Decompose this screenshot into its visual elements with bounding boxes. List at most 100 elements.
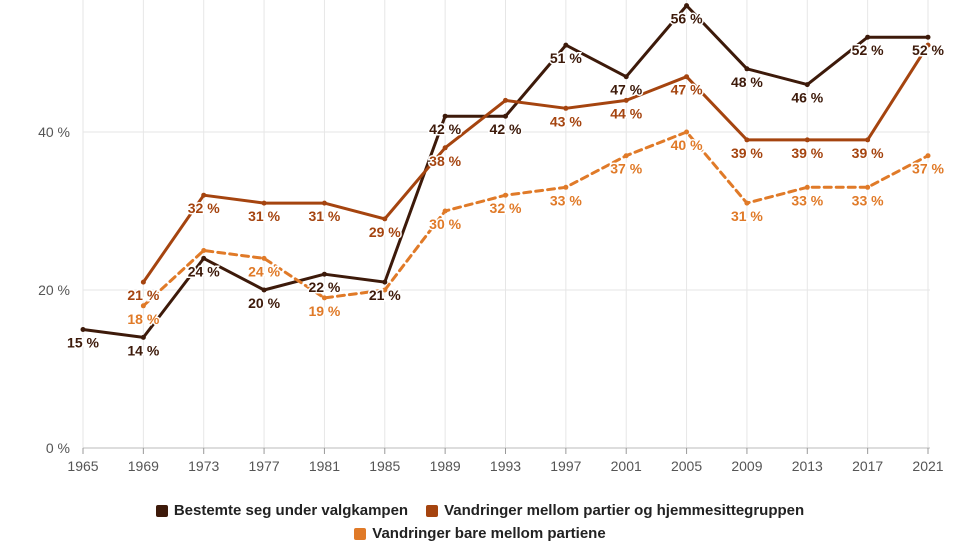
data-point-series-1 <box>503 113 508 119</box>
data-point-series-1 <box>563 42 569 48</box>
legend-swatch-series-3 <box>354 527 367 540</box>
x-tick-label: 1981 <box>309 458 340 474</box>
legend-swatch-series-2 <box>426 504 439 517</box>
data-point-series-2 <box>442 145 448 151</box>
data-label-series-1: 52 % <box>852 42 884 58</box>
x-tick-label: 1989 <box>430 458 461 474</box>
x-tick-label: 1997 <box>550 458 581 474</box>
data-label-series-3: 31 % <box>731 208 763 224</box>
data-point-series-2 <box>684 74 690 80</box>
grid-lines <box>82 0 930 449</box>
data-point-series-1 <box>804 82 810 88</box>
data-label-series-2: 31 % <box>308 208 340 224</box>
y-axis-ticks: 0 % 20 % 40 % <box>38 124 70 456</box>
data-point-series-1 <box>744 66 750 72</box>
data-label-series-3: 30 % <box>429 216 461 232</box>
legend-item-series-1[interactable]: Bestemte seg under valgkampen <box>155 502 408 519</box>
data-label-series-1: 56 % <box>671 11 703 27</box>
data-point-series-1 <box>201 255 207 261</box>
series-line-2 <box>141 43 930 284</box>
data-label-series-3: 40 % <box>671 137 703 153</box>
data-point-series-3 <box>865 184 871 190</box>
data-point-series-3 <box>684 129 690 135</box>
x-tick-label: 2017 <box>852 458 883 474</box>
data-point-series-2 <box>382 216 388 222</box>
data-label-series-1: 24 % <box>188 263 220 279</box>
x-tick-label: 1969 <box>128 458 159 474</box>
series-line-3 <box>141 130 930 308</box>
data-point-series-3 <box>623 153 629 159</box>
data-point-series-3 <box>503 192 508 198</box>
data-point-series-2 <box>261 200 267 206</box>
data-label-series-3: 33 % <box>791 192 823 208</box>
data-label-series-1: 21 % <box>369 287 401 303</box>
data-point-series-3 <box>382 287 388 293</box>
data-point-series-3 <box>744 200 750 206</box>
data-point-series-1 <box>684 3 690 9</box>
legend-item-series-2[interactable]: Vandringer mellom partier og hjemmesitte… <box>426 502 804 519</box>
data-label-series-1: 52 % <box>912 42 944 58</box>
x-tick-label: 1993 <box>490 458 521 474</box>
legend-swatch-series-1 <box>155 504 168 517</box>
data-label-series-1: 42 % <box>429 121 461 137</box>
x-tick-label: 2009 <box>731 458 762 474</box>
data-point-series-1 <box>261 287 267 293</box>
y-tick-label: 40 % <box>38 124 70 140</box>
data-label-series-2: 29 % <box>369 224 401 240</box>
x-tick-label: 1965 <box>67 458 98 474</box>
data-label-series-3: 24 % <box>248 263 280 279</box>
data-label-series-2: 39 % <box>852 145 884 161</box>
data-point-series-2 <box>623 97 629 103</box>
x-tick-label: 1977 <box>248 458 279 474</box>
x-tick-label: 1985 <box>369 458 400 474</box>
data-label-series-3: 18 % <box>127 311 159 327</box>
data-point-series-1 <box>382 279 388 285</box>
data-point-series-1 <box>865 34 871 40</box>
data-point-series-2 <box>804 137 810 143</box>
x-axis-ticks: 1965 1969 1973 1977 1981 1985 1989 1993 1997 2001… <box>67 448 944 474</box>
x-tick-label: 1973 <box>188 458 219 474</box>
data-point-series-1 <box>140 334 146 340</box>
data-label-series-2: 38 % <box>429 153 461 169</box>
legend-row-2: Vandringer bare mellom partiene <box>0 525 960 542</box>
data-label-series-1: 22 % <box>308 279 340 295</box>
data-label-series-1: 48 % <box>731 74 763 90</box>
data-label-series-1: 15 % <box>67 335 99 351</box>
x-tick-label: 2001 <box>611 458 642 474</box>
data-label-series-2: 31 % <box>248 208 280 224</box>
data-label-series-1: 46 % <box>791 90 823 106</box>
legend-row-1: Bestemte seg under valgkampen Vandringer… <box>0 502 960 519</box>
data-label-series-3: 32 % <box>490 200 522 216</box>
x-tick-label: 2005 <box>671 458 702 474</box>
data-point-series-1 <box>80 327 86 332</box>
data-label-series-2: 44 % <box>610 105 642 121</box>
data-label-series-2: 47 % <box>671 82 703 98</box>
data-point-series-3 <box>804 184 810 190</box>
data-label-series-3: 33 % <box>852 192 884 208</box>
data-point-series-3 <box>261 255 267 261</box>
data-label-series-3: 19 % <box>308 303 340 319</box>
y-tick-label: 0 % <box>46 440 70 456</box>
data-point-series-2 <box>865 137 871 143</box>
data-label-series-2: 43 % <box>550 113 582 129</box>
data-label-series-2: 39 % <box>791 145 823 161</box>
legend-item-series-3[interactable]: Vandringer bare mellom partiene <box>354 525 606 542</box>
x-tick-label: 2021 <box>912 458 943 474</box>
data-label-series-1: 51 % <box>550 50 582 66</box>
y-tick-label: 20 % <box>38 282 70 298</box>
data-point-series-3 <box>140 303 146 309</box>
data-point-series-3 <box>201 248 207 253</box>
data-point-series-2 <box>563 105 569 111</box>
data-label-series-3: 37 % <box>912 161 944 177</box>
data-label-series-1: 14 % <box>127 342 159 358</box>
data-point-series-3 <box>321 295 327 301</box>
data-labels: 15 % 14 % 24 % 20 % 22 % 21 % 42 % 42 % 51 % 47 %… <box>66 9 946 360</box>
data-label-series-3: 37 % <box>610 161 642 177</box>
data-point-series-2 <box>140 279 146 285</box>
data-label-series-1: 47 % <box>610 82 642 98</box>
legend-label-series-3: Vandringer bare mellom partiene <box>372 525 606 542</box>
data-point-series-3 <box>925 153 931 159</box>
data-label-series-2: 21 % <box>127 287 159 303</box>
data-label-series-1: 20 % <box>248 295 280 311</box>
